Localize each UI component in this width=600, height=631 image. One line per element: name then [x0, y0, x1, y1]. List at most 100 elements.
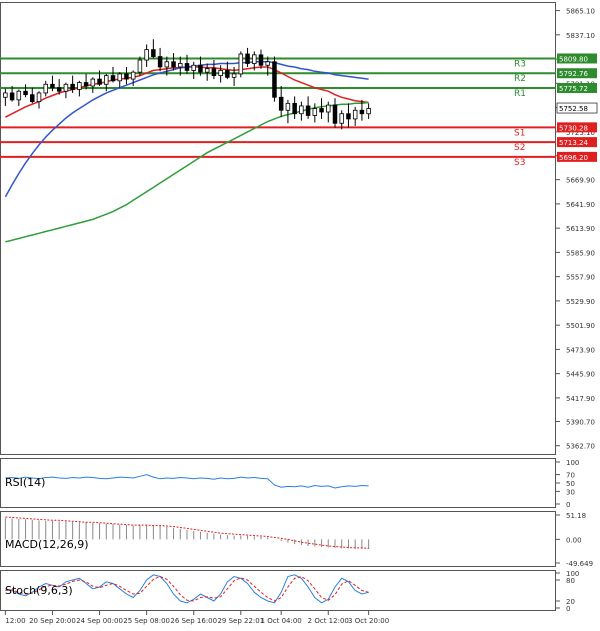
x-tick-label: 24 Sep 00:00 — [76, 617, 123, 625]
level-price-tag-bg — [557, 82, 597, 93]
y-tick-label: 5837.10 — [566, 32, 595, 40]
candle-body — [16, 90, 22, 101]
candle-body — [77, 82, 82, 90]
y-tick-label: 5362.70 — [566, 443, 595, 451]
candle-body — [285, 102, 291, 111]
x-tick-label: 3 Oct 20:00 — [348, 617, 389, 625]
candle-body — [164, 61, 170, 68]
level-name-s1: S1 — [514, 128, 525, 138]
level-price-tag-bg — [557, 122, 597, 133]
x-tick-label: 2 Oct 12:00 — [308, 617, 349, 625]
level-price-tag-bg — [557, 68, 597, 79]
level-price-tag: 5775.72 — [559, 85, 588, 93]
candle-body — [319, 108, 324, 113]
candle-body — [144, 49, 149, 61]
candle-body — [23, 90, 28, 96]
macd-label: MACD(12,26,9) — [5, 538, 89, 551]
candle-body — [36, 92, 42, 103]
stoch-tick-label: 20 — [566, 598, 575, 606]
candle-body — [178, 63, 183, 68]
y-tick-label: 5865.10 — [566, 8, 595, 16]
macd-panel: 51.18 0.00 -49.649 MACD(12,26,9) — [0, 511, 593, 568]
candle-body — [117, 73, 122, 82]
candle-body — [171, 61, 176, 68]
candle-body — [110, 75, 116, 82]
rsi-tick-label: 30 — [566, 488, 575, 496]
candle-body — [272, 61, 277, 98]
level-name-r3: R3 — [514, 59, 526, 69]
stoch-label: Stoch(9,6,3) — [5, 584, 73, 597]
macd-signal-line — [5, 516, 369, 549]
main-panel: 5865.105837.105809.105781.105753.105725.… — [0, 2, 598, 455]
candle-body — [97, 78, 102, 85]
candle-body — [326, 104, 331, 113]
x-tick-label: 20 Sep 20:00 — [29, 617, 76, 625]
candle-body — [9, 92, 15, 101]
candle-body — [278, 96, 284, 111]
level-price-tag: 5792.76 — [559, 70, 588, 78]
candle-body — [63, 83, 69, 92]
level-name-r2: R2 — [514, 74, 526, 84]
level-price-tag: 5730.28 — [559, 124, 588, 132]
macd-tick-label: 51.18 — [566, 512, 586, 520]
candle-body — [245, 53, 250, 64]
rsi-tick-label: 70 — [566, 472, 575, 480]
candle-body — [265, 61, 270, 66]
candle-body — [299, 105, 304, 115]
y-tick-label: 5501.90 — [566, 322, 595, 330]
y-tick-label: 5445.90 — [566, 371, 595, 379]
y-tick-label: 5390.70 — [566, 418, 595, 426]
x-tick-label: 25 Sep 08:00 — [123, 617, 170, 625]
rsi-tick-label: 50 — [566, 480, 575, 488]
rsi-panel-frame — [0, 458, 556, 508]
y-tick-label: 5529.90 — [566, 298, 595, 306]
stoch-tick-label: 80 — [566, 577, 575, 585]
stoch-d-line — [5, 575, 369, 602]
level-price-tag: 5696.20 — [559, 154, 588, 162]
level-price-tag: 5713.24 — [559, 139, 588, 147]
macd-tick-label: -49.649 — [566, 560, 593, 568]
y-tick-label: 5417.90 — [566, 395, 595, 403]
candle-body — [204, 68, 210, 73]
candle-body — [198, 64, 203, 73]
candle-body — [238, 53, 244, 75]
level-price-tag-bg — [557, 137, 597, 148]
stoch-panel-frame — [0, 570, 556, 611]
candle-body — [231, 73, 237, 78]
level-price-tag: 5809.80 — [559, 55, 588, 63]
candle-body — [211, 68, 217, 77]
y-tick-label: 5613.90 — [566, 225, 595, 233]
stoch-k-line — [5, 574, 369, 604]
candle-body — [332, 104, 338, 124]
y-tick-label: 5641.90 — [566, 201, 595, 209]
candle-body — [359, 109, 365, 115]
candle-body — [346, 113, 351, 120]
candle-body — [83, 82, 89, 87]
rsi-tick-label: 0 — [566, 501, 570, 509]
level-name-r1: R1 — [514, 89, 526, 99]
y-tick-label: 5473.90 — [566, 346, 595, 354]
y-tick-label: 5725.10 — [566, 129, 595, 137]
x-tick-label: 29 Sep 22:01 — [217, 617, 264, 625]
candle-body — [130, 71, 136, 80]
candle-body — [191, 64, 196, 71]
candle-body — [305, 105, 311, 116]
level-price-tag-bg — [557, 53, 597, 64]
rsi-line — [5, 474, 369, 489]
candle-body — [43, 83, 48, 94]
candle-body — [252, 54, 257, 64]
candle-body — [184, 63, 190, 71]
candle-body — [30, 94, 35, 103]
candle-body — [137, 59, 143, 73]
stoch-tick-label: 100 — [566, 570, 579, 578]
candle-body — [70, 83, 75, 90]
rsi-label: RSI(14) — [5, 476, 45, 489]
candle-body — [56, 87, 62, 92]
stoch-tick-label: 0 — [566, 605, 570, 613]
candle-body — [157, 56, 163, 68]
candle-body — [90, 78, 96, 87]
candle-body — [104, 75, 109, 85]
